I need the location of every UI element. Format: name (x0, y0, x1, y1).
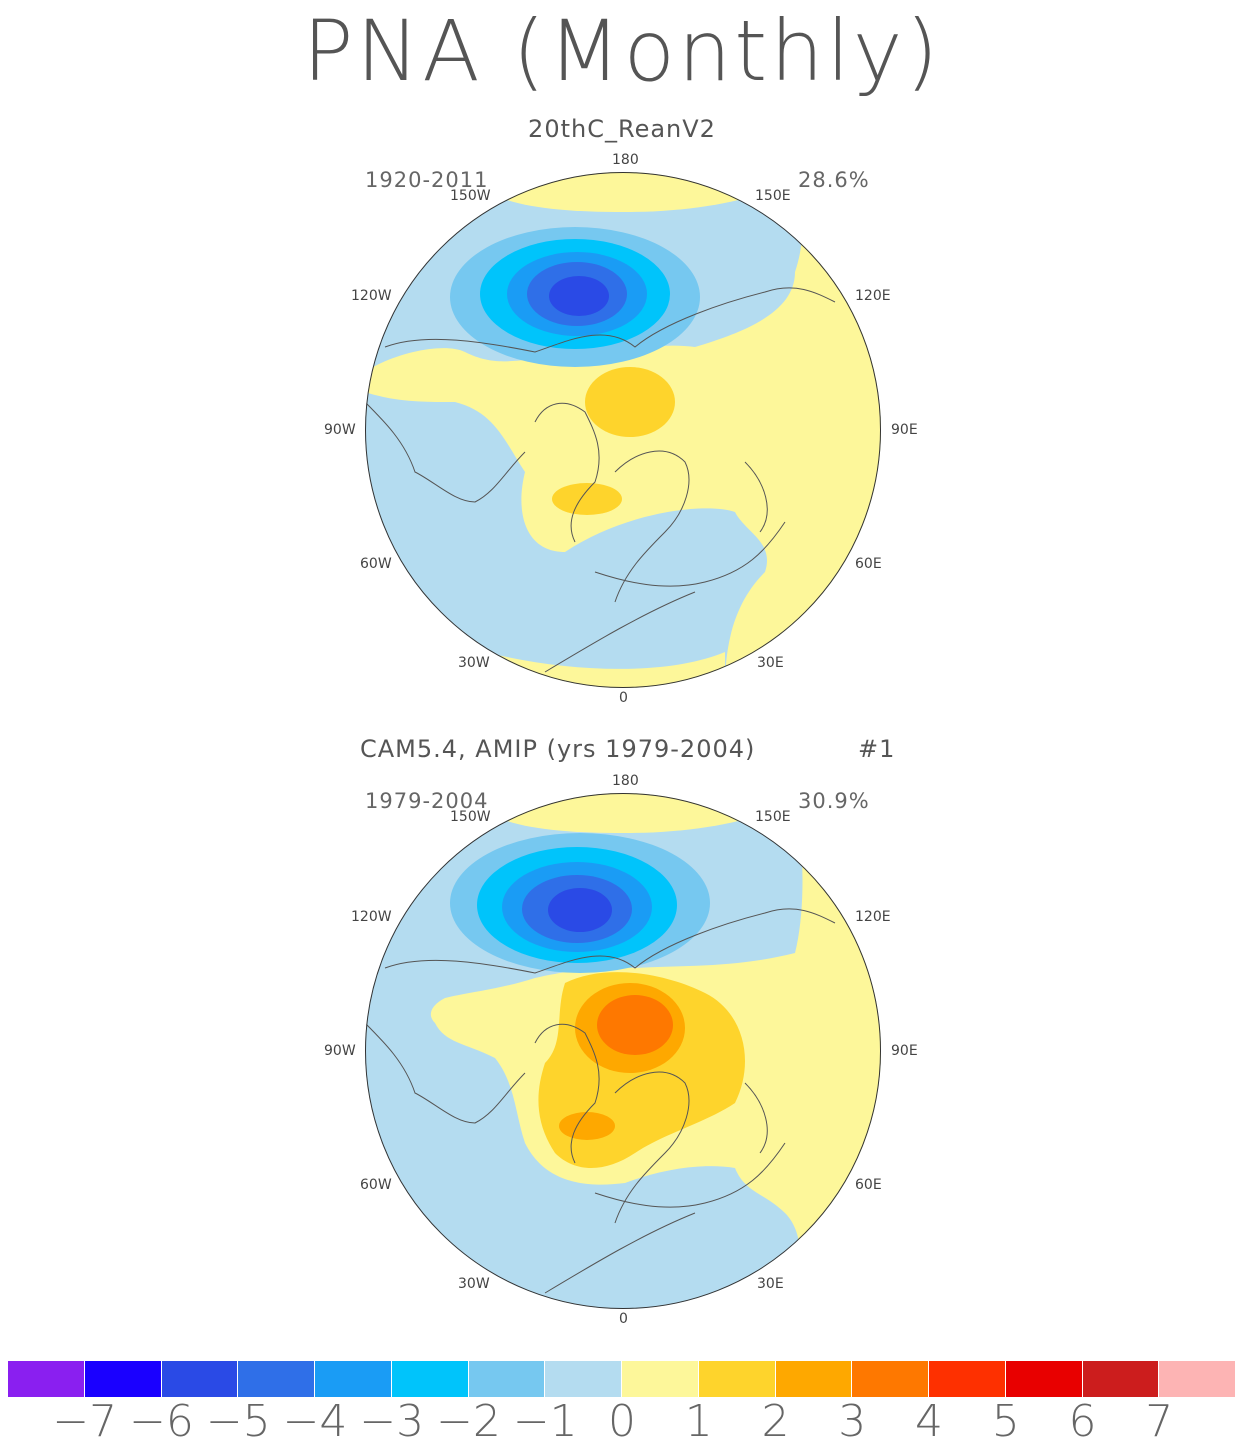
page-title: PNA (Monthly) (302, 2, 942, 100)
colorbar-swatch (698, 1361, 776, 1397)
panel1-lon-150e: 150E (755, 188, 791, 204)
negative-low-center (549, 276, 609, 316)
colorbar-tick-label: 4 (915, 1396, 943, 1447)
panel1-subtitle: 20thC_ReanV2 (528, 115, 716, 143)
panel1-lon-120w: 120W (351, 288, 392, 304)
panel1-lon-30w: 30W (458, 655, 490, 671)
panel1-lon-0: 0 (619, 690, 628, 706)
colorbar-tick-label: 6 (1068, 1396, 1097, 1447)
positive-high-center (597, 995, 673, 1055)
panel2-lon-120w: 120W (351, 909, 392, 925)
panel2-variance: 30.9% (798, 789, 870, 813)
colorbar-swatch (1005, 1361, 1083, 1397)
panel1-lon-60e: 60E (855, 556, 882, 572)
colorbar-tick-label: −1 (512, 1396, 578, 1447)
colorbar-tick-label: −7 (52, 1396, 118, 1447)
colorbar-swatch (8, 1361, 85, 1397)
colorbar-tick-label: 3 (838, 1396, 867, 1447)
colorbar-tick-label: −6 (129, 1396, 194, 1447)
positive-contour-secondary (552, 483, 622, 515)
panel2-lon-0: 0 (619, 1311, 628, 1327)
panel2-lon-30e: 30E (757, 1276, 784, 1292)
colorbar-swatch (315, 1361, 392, 1397)
panel1-variance: 28.6% (798, 168, 870, 192)
panel2-lon-150w: 150W (450, 809, 491, 825)
colorbar-swatch (391, 1361, 469, 1397)
colorbar-swatch (775, 1361, 853, 1397)
coastlines (365, 908, 836, 1294)
panel2-lon-60w: 60W (360, 1177, 392, 1193)
colorbar-swatch (161, 1361, 239, 1397)
colorbar-tick-label: −2 (436, 1396, 501, 1447)
panel1-lon-90e: 90E (891, 422, 918, 438)
colorbar-swatch (852, 1361, 929, 1397)
colorbar-tick-label: 2 (761, 1396, 790, 1447)
positive-contour-3b (559, 1112, 615, 1140)
colorbar-swatch (1159, 1361, 1236, 1397)
colorbar-swatch (545, 1361, 622, 1397)
panel2-subtitle: CAM5.4, AMIP (yrs 1979-2004) (360, 735, 756, 763)
panel2-lon-120e: 120E (855, 909, 891, 925)
panel1-lon-120e: 120E (855, 288, 891, 304)
panel2-polar-map (365, 793, 881, 1309)
colorbar-swatch (1082, 1361, 1160, 1397)
colorbar-swatch (238, 1361, 315, 1397)
colorbar-tick-label: 7 (1145, 1396, 1174, 1447)
panel1-lon-90w: 90W (324, 422, 356, 438)
panel1-lon-180: 180 (612, 152, 639, 168)
coastlines (365, 287, 836, 673)
panel1-lon-30e: 30E (757, 655, 784, 671)
panel2-lon-90e: 90E (891, 1043, 918, 1059)
colorbar (8, 1361, 1236, 1397)
colorbar-tick-label: 5 (991, 1396, 1020, 1447)
colorbar-tick-label: −4 (282, 1396, 348, 1447)
panel2-lon-30w: 30W (458, 1276, 490, 1292)
colorbar-swatch (929, 1361, 1006, 1397)
colorbar-swatch (622, 1361, 699, 1397)
colorbar-tick-label: 0 (608, 1396, 636, 1447)
panel2-lon-90w: 90W (324, 1043, 356, 1059)
positive-contour-center (585, 367, 675, 437)
panel2-lon-150e: 150E (755, 809, 791, 825)
panel2-lon-180: 180 (612, 773, 639, 789)
colorbar-tick-label: −5 (205, 1396, 271, 1447)
colorbar-swatch (84, 1361, 162, 1397)
panel2-ensemble-member: #1 (858, 735, 896, 763)
colorbar-tick-label: −3 (359, 1396, 425, 1447)
panel1-lon-150w: 150W (450, 188, 491, 204)
negative-low-center (548, 888, 612, 932)
panel2-period: 1979-2004 (365, 789, 489, 813)
panel2-lon-60e: 60E (855, 1177, 882, 1193)
colorbar-tick-label: 1 (684, 1396, 713, 1447)
colorbar-swatch (468, 1361, 546, 1397)
panel1-lon-60w: 60W (360, 556, 392, 572)
panel1-polar-map (365, 172, 881, 688)
panel1-period: 1920-2011 (365, 168, 489, 192)
